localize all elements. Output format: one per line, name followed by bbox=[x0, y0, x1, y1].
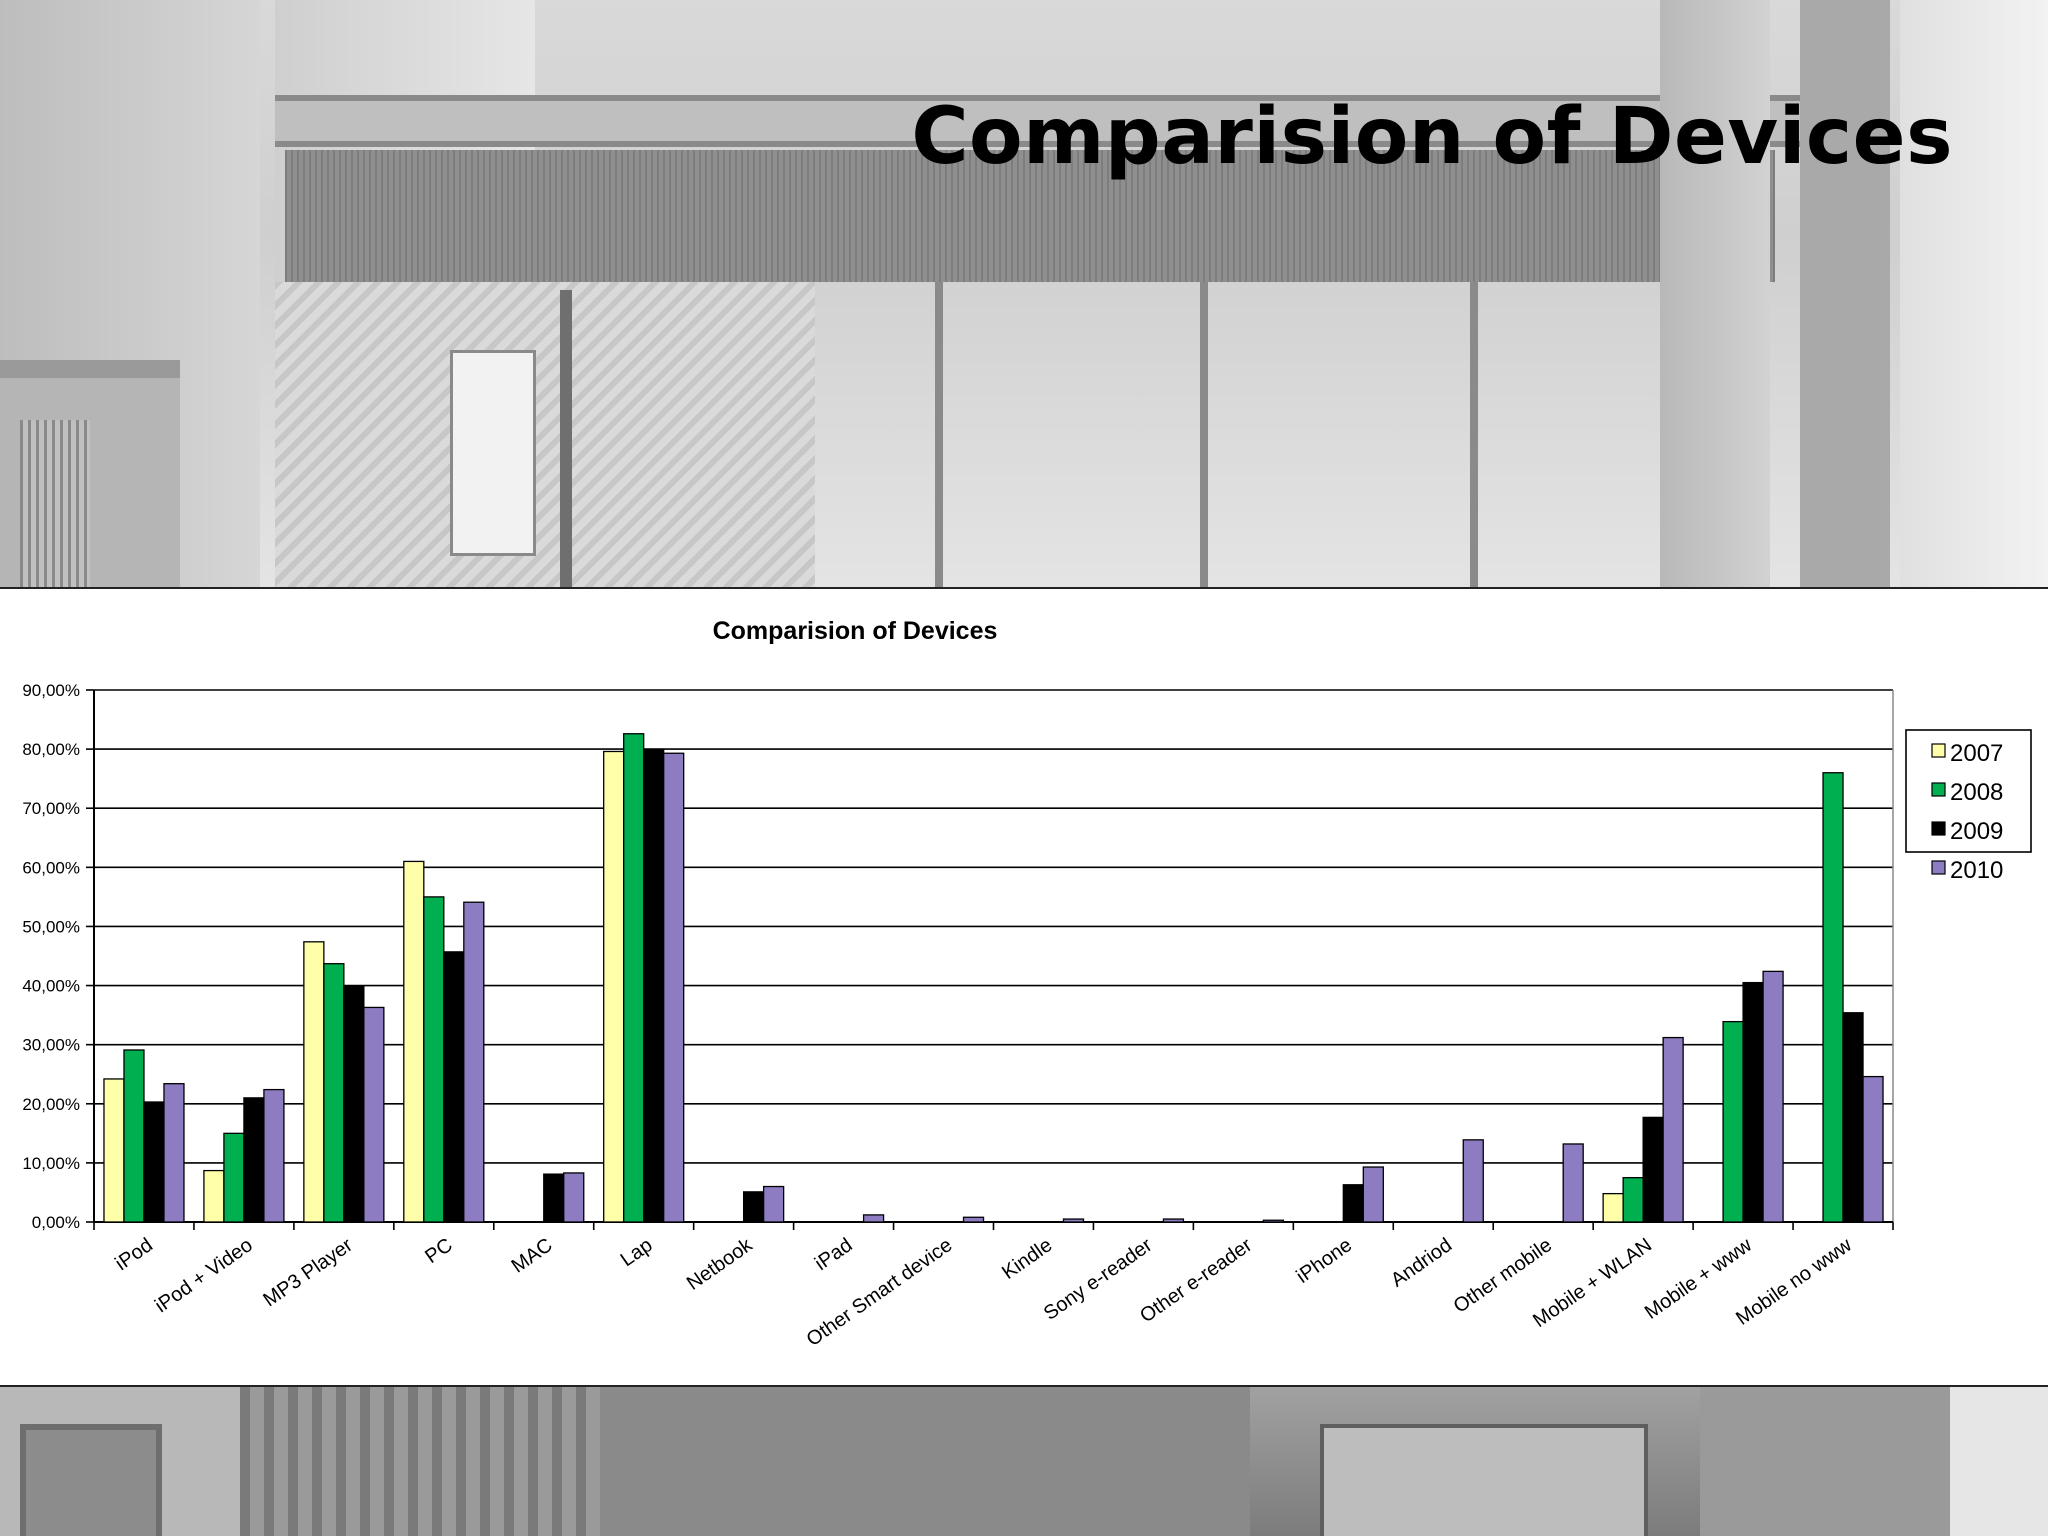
bar-2007 bbox=[403, 860, 425, 1223]
y-tick-label: 30,00% bbox=[22, 1036, 80, 1055]
bar-2010 bbox=[1162, 1218, 1185, 1223]
bar-2010 bbox=[663, 752, 685, 1223]
y-tick-label: 50,00% bbox=[22, 917, 80, 936]
bar-2010 bbox=[1562, 1143, 1584, 1223]
bar-2007 bbox=[1602, 1192, 1624, 1223]
y-tick-label: 90,00% bbox=[22, 681, 80, 700]
bar-2009 bbox=[1642, 1116, 1664, 1223]
bar-2010 bbox=[563, 1172, 585, 1223]
x-tick-label: iPad bbox=[811, 1234, 856, 1275]
x-tick-label: Other e-reader bbox=[1136, 1234, 1256, 1327]
x-tick-label: Netbook bbox=[683, 1234, 757, 1295]
y-tick-label: 10,00% bbox=[22, 1154, 80, 1173]
bar-2008 bbox=[223, 1132, 245, 1223]
bar-2010 bbox=[962, 1216, 985, 1223]
bar-2010 bbox=[1362, 1166, 1384, 1223]
bar-2009 bbox=[643, 748, 665, 1223]
bar-2009 bbox=[243, 1097, 265, 1223]
y-tick-label: 20,00% bbox=[22, 1095, 80, 1114]
bar-2007 bbox=[203, 1169, 225, 1223]
legend-swatch-2007 bbox=[1931, 743, 1946, 758]
legend-label: 2010 bbox=[1950, 857, 2003, 884]
legend-label: 2009 bbox=[1950, 818, 2003, 845]
bar-2009 bbox=[1342, 1184, 1364, 1223]
bar-2008 bbox=[1722, 1020, 1744, 1223]
legend-swatch-2010 bbox=[1931, 860, 1946, 875]
x-tick-label: Kindle bbox=[998, 1234, 1056, 1284]
bar-2008 bbox=[123, 1049, 145, 1223]
y-tick-label: 60,00% bbox=[22, 858, 80, 877]
bar-2009 bbox=[143, 1101, 165, 1223]
bar-2010 bbox=[1862, 1075, 1884, 1223]
y-tick-label: 80,00% bbox=[22, 740, 80, 759]
bar-2007 bbox=[303, 941, 325, 1223]
x-tick-label: Lap bbox=[617, 1234, 657, 1271]
x-tick-label: Andriod bbox=[1387, 1234, 1456, 1292]
bar-2007 bbox=[103, 1078, 125, 1223]
y-tick-label: 70,00% bbox=[22, 799, 80, 818]
legend-label: 2007 bbox=[1950, 740, 2003, 767]
x-tick-label: PC bbox=[421, 1234, 456, 1268]
x-tick-label: MAC bbox=[508, 1234, 557, 1278]
bar-2008 bbox=[1622, 1177, 1644, 1223]
bar-2008 bbox=[623, 733, 645, 1223]
bar-2007 bbox=[603, 750, 625, 1223]
legend-swatch-2008 bbox=[1931, 782, 1946, 797]
bar-2010 bbox=[1662, 1036, 1684, 1223]
bar-2010 bbox=[762, 1185, 785, 1223]
bar-2008 bbox=[423, 896, 445, 1223]
bar-2010 bbox=[1262, 1219, 1285, 1223]
bar-2010 bbox=[1462, 1139, 1484, 1223]
chart-panel: Comparision of Devices 0,00% 10,00% 20,00% 3… bbox=[0, 587, 2048, 1387]
x-tick-label: iPhone bbox=[1293, 1234, 1357, 1288]
bar-2010 bbox=[463, 901, 485, 1223]
bar-2009 bbox=[443, 951, 465, 1223]
legend-label: 2008 bbox=[1950, 779, 2003, 806]
background-photo-top bbox=[0, 0, 2048, 587]
bar-2009 bbox=[543, 1173, 565, 1223]
bar-2009 bbox=[742, 1191, 765, 1223]
x-tick-label: iPod + Video bbox=[151, 1234, 257, 1317]
bar-2010 bbox=[1062, 1218, 1085, 1223]
bar-2009 bbox=[1742, 981, 1764, 1223]
bar-2009 bbox=[343, 985, 365, 1223]
y-tick-label: 40,00% bbox=[22, 977, 80, 996]
bar-2010 bbox=[363, 1006, 385, 1223]
x-tick-label: iPod bbox=[111, 1234, 156, 1275]
bar-2010 bbox=[263, 1088, 285, 1223]
bar-2010 bbox=[1762, 970, 1784, 1223]
y-tick-label: 0,00% bbox=[32, 1213, 80, 1232]
bar-2008 bbox=[1822, 772, 1844, 1223]
x-tick-label: MP3 Player bbox=[259, 1234, 357, 1312]
legend-swatch-2009 bbox=[1931, 821, 1946, 836]
slide-title: Comparision of Devices bbox=[911, 92, 1953, 182]
bar-2009 bbox=[1842, 1012, 1864, 1223]
legend-box bbox=[1905, 729, 2032, 853]
bar-chart: Comparision of Devices 0,00% 10,00% 20,00% 3… bbox=[22, 617, 2032, 1351]
bar-2010 bbox=[163, 1083, 185, 1223]
bar-2008 bbox=[323, 963, 345, 1223]
background-photo-bottom bbox=[0, 1384, 2048, 1536]
bar-2010 bbox=[862, 1214, 885, 1223]
chart-title: Comparision of Devices bbox=[713, 617, 998, 645]
